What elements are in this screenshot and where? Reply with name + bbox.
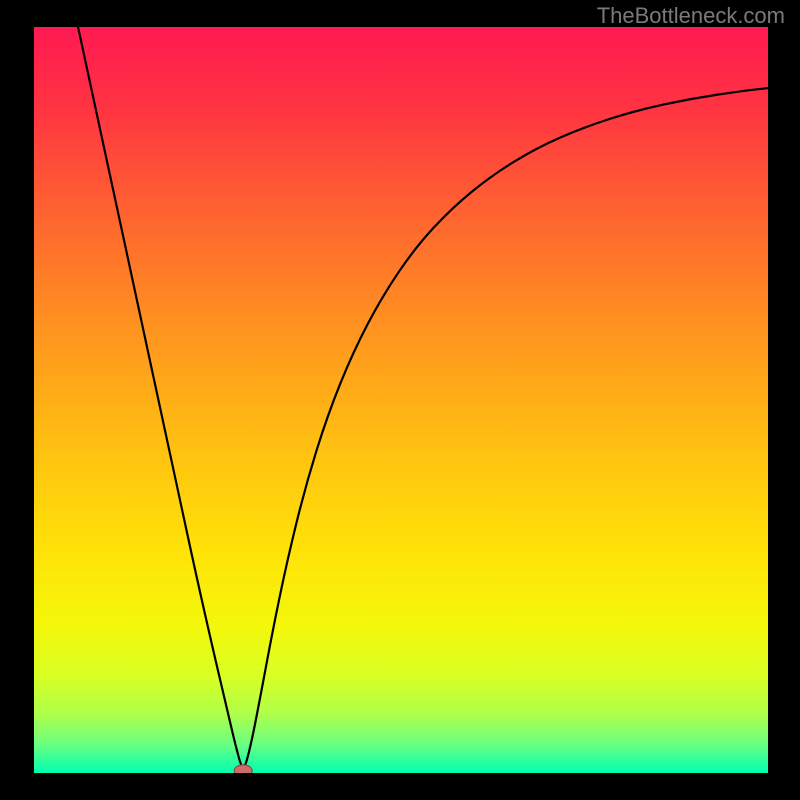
chart-frame: TheBottleneck.com (0, 0, 800, 800)
chart-plot (34, 27, 768, 773)
gradient-background (34, 27, 768, 773)
vertex-marker (234, 765, 252, 773)
watermark-text: TheBottleneck.com (597, 3, 785, 29)
